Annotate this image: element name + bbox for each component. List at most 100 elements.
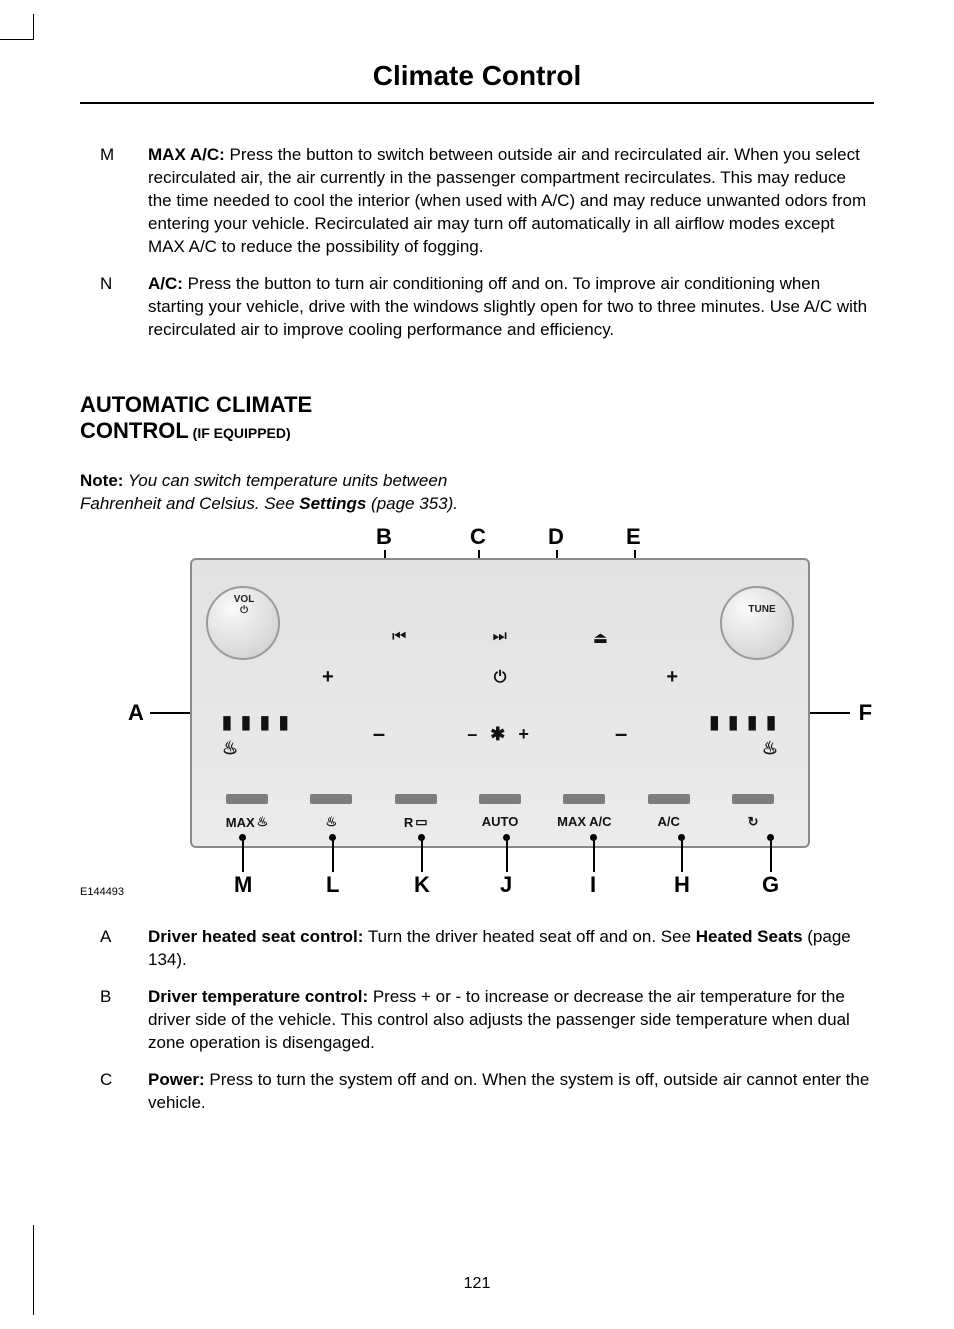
lead-g <box>770 838 772 872</box>
callout-d: D <box>548 524 564 550</box>
crop-mark-top <box>0 14 34 40</box>
def-term: Driver heated seat control: <box>148 927 363 946</box>
def-body: MAX A/C: Press the button to switch betw… <box>148 144 874 259</box>
callout-j: J <box>500 872 512 898</box>
lead-i <box>593 838 595 872</box>
def-ref: Heated Seats <box>696 927 803 946</box>
callout-f: F <box>859 700 872 726</box>
def-item-n: N A/C: Press the button to turn air cond… <box>100 273 874 342</box>
settings-ref: Settings <box>299 494 366 513</box>
passenger-seat-icon: ♨ <box>762 738 778 758</box>
section-header: AUTOMATIC CLIMATE CONTROL (IF EQUIPPED) <box>80 392 874 445</box>
callout-k: K <box>414 872 430 898</box>
fan-icon: ✱ <box>490 724 509 744</box>
slot-icon <box>479 794 521 804</box>
def-body: Driver heated seat control: Turn the dri… <box>148 926 874 972</box>
def-item-c: C Power: Press to turn the system off an… <box>100 1069 874 1115</box>
section-sub: (IF EQUIPPED) <box>189 425 291 441</box>
def-text: Press the button to switch between outsi… <box>148 145 866 256</box>
def-letter: B <box>100 986 148 1055</box>
slot-icon <box>648 794 690 804</box>
section-line1: AUTOMATIC CLIMATE <box>80 392 312 417</box>
climate-panel: VOL⏻ TUNE ⏮ ⏭ ⏏ + ⏻ + ▮ ▮ ▮ ▮♨ – – ✱ + –… <box>190 558 810 848</box>
btn-max-ac: MAX A/C <box>545 794 623 830</box>
driver-plus: + <box>322 666 334 689</box>
power-icon: ⏻ <box>226 605 262 616</box>
tune-label: TUNE <box>744 604 780 615</box>
def-item-a: A Driver heated seat control: Turn the d… <box>100 926 874 972</box>
passenger-minus: – <box>615 721 627 747</box>
note-block: Note: You can switch temperature units b… <box>80 470 500 516</box>
def-body: Driver temperature control: Press + or -… <box>148 986 874 1055</box>
btn-recirc: ↻ <box>714 794 792 830</box>
slot-icon <box>395 794 437 804</box>
lbl: A/C <box>657 814 679 829</box>
vol-text: VOL <box>234 594 255 605</box>
defrost-icon: ♨ <box>326 814 338 830</box>
def-item-b: B Driver temperature control: Press + or… <box>100 986 874 1055</box>
lbl: R <box>404 815 413 830</box>
fan-group: – ✱ + <box>467 724 533 745</box>
bars-left: ▮ ▮ ▮ ▮ <box>222 712 291 732</box>
lead-m <box>242 838 244 872</box>
def-term: Driver temperature control: <box>148 987 368 1006</box>
def-text: Press the button to turn air conditionin… <box>148 274 867 339</box>
def-term: Power: <box>148 1070 205 1089</box>
def-letter: C <box>100 1069 148 1115</box>
slot-icon <box>226 794 268 804</box>
driver-seat-icon: ♨ <box>222 738 238 758</box>
lbl: MAX <box>226 815 255 830</box>
driver-heat-group: ▮ ▮ ▮ ▮ ♨ <box>222 708 291 760</box>
button-row: MAX♨ ♨ R▭ AUTO MAX A/C A/C ↻ <box>208 794 792 830</box>
fan-plus: + <box>518 724 533 744</box>
lead-j <box>506 838 508 872</box>
lead-h <box>681 838 683 872</box>
btn-max-defrost: MAX♨ <box>208 794 286 830</box>
driver-minus: – <box>373 721 385 747</box>
vol-label: VOL⏻ <box>226 594 262 616</box>
callout-e: E <box>626 524 641 550</box>
tune-knob <box>720 586 794 660</box>
callout-i: I <box>590 872 596 898</box>
note-tail: (page 353). <box>366 494 458 513</box>
def-letter: A <box>100 926 148 972</box>
media-row: ⏮ ⏭ ⏏ <box>392 628 608 648</box>
recirc-icon: ↻ <box>748 814 759 830</box>
diagram-ecode: E144493 <box>80 886 124 898</box>
passenger-plus: + <box>666 666 678 689</box>
power-center-icon: ⏻ <box>494 669 507 687</box>
climate-panel-diagram: B C D E A F VOL⏻ TUNE ⏮ ⏭ ⏏ <box>130 528 870 898</box>
callout-b: B <box>376 524 392 550</box>
def-text: Press to turn the system off and on. Whe… <box>148 1070 869 1112</box>
rear-defrost-icon: ▭ <box>415 814 427 830</box>
section-line2: CONTROL <box>80 418 189 443</box>
defrost-icon: ♨ <box>257 814 269 830</box>
passenger-heat-group: ▮ ▮ ▮ ▮ ♨ <box>709 708 778 760</box>
diagram-wrap: E144493 B C D E A F VOL⏻ TUNE ⏮ ⏭ <box>80 528 874 898</box>
bottom-definition-list: A Driver heated seat control: Turn the d… <box>80 926 874 1115</box>
eject-icon: ⏏ <box>593 628 608 648</box>
top-definition-list: M MAX A/C: Press the button to switch be… <box>80 144 874 342</box>
lbl: AUTO <box>482 814 519 829</box>
next-track-icon: ⏭ <box>492 628 506 648</box>
slot-icon <box>563 794 605 804</box>
crop-mark-bottom <box>0 1225 34 1315</box>
slot-icon <box>732 794 774 804</box>
temp-plus-minus-row: + ⏻ + <box>322 666 678 689</box>
callout-l: L <box>326 872 339 898</box>
bars-right: ▮ ▮ ▮ ▮ <box>709 712 778 732</box>
def-term: A/C: <box>148 274 183 293</box>
def-body: Power: Press to turn the system off and … <box>148 1069 874 1115</box>
btn-ac: A/C <box>630 794 708 830</box>
prev-track-icon: ⏮ <box>392 628 406 648</box>
def-body: A/C: Press the button to turn air condit… <box>148 273 874 342</box>
callout-c: C <box>470 524 486 550</box>
def-letter: N <box>100 273 148 342</box>
page-number: 121 <box>0 1275 954 1293</box>
btn-rear-defrost: R▭ <box>377 794 455 830</box>
btn-auto: AUTO <box>461 794 539 830</box>
slot-icon <box>310 794 352 804</box>
fan-minus: – <box>467 724 481 744</box>
callout-h: H <box>674 872 690 898</box>
lead-k <box>421 838 423 872</box>
